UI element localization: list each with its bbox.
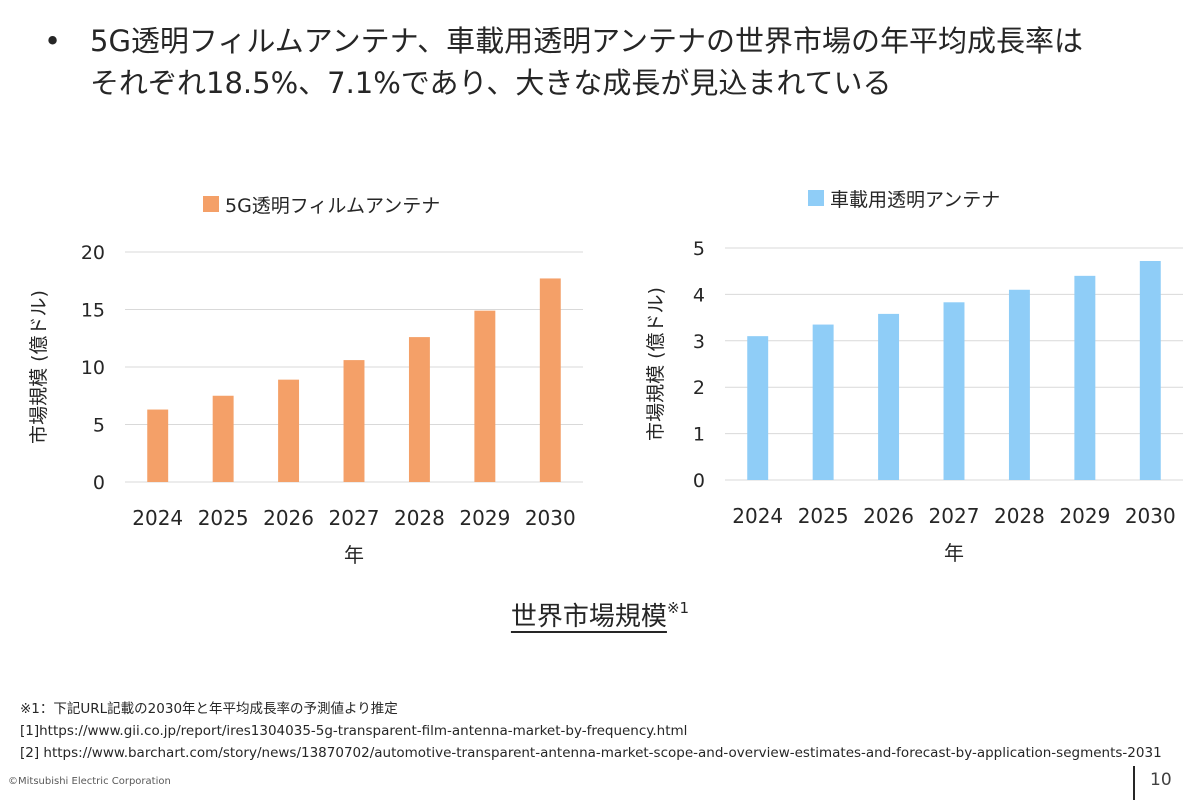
y-axis-title: 市場規模 (億ドル) bbox=[645, 287, 667, 441]
y-tick-label: 15 bbox=[81, 300, 105, 322]
copyright: ©Mitsubishi Electric Corporation bbox=[8, 776, 171, 787]
bar-2027 bbox=[343, 360, 365, 482]
footnote-note-1: ※1：下記URL記載の2030年と年平均成長率の予測値より推定 bbox=[20, 701, 398, 717]
y-tick-label: 2 bbox=[693, 377, 705, 399]
x-tick-label: 2029 bbox=[1059, 504, 1110, 528]
caption-text: 世界市場規模 bbox=[510, 602, 667, 632]
headline-line-2: それぞれ18.5%、7.1%であり、大きな成長が見込まれている bbox=[90, 66, 892, 100]
bullet: • bbox=[44, 24, 62, 58]
bar-2025 bbox=[212, 395, 234, 482]
bar-2026 bbox=[878, 313, 900, 480]
x-tick-label: 2029 bbox=[459, 506, 510, 530]
footnote-ref-1: [1]https://www.gii.co.jp/report/ires1304… bbox=[20, 723, 688, 739]
footnotes: ※1：下記URL記載の2030年と年平均成長率の予測値より推定 [1]https… bbox=[20, 698, 1162, 764]
x-tick-label: 2025 bbox=[198, 506, 249, 530]
legend-swatch bbox=[203, 196, 219, 212]
chart-5g-film-antenna: 0 5 10 15 20 2024 2025 2026 2027 2028 2029 2030 年 市場規… bbox=[20, 178, 600, 578]
bar-2028 bbox=[408, 337, 430, 482]
bar-2024 bbox=[747, 336, 769, 480]
x-tick-label: 2026 bbox=[863, 504, 914, 528]
y-tick-label: 0 bbox=[693, 470, 705, 492]
bar-2028 bbox=[1008, 289, 1030, 480]
y-tick-label: 1 bbox=[693, 424, 705, 446]
chart-5g-svg: 0 5 10 15 20 2024 2025 2026 2027 2028 2029 2030 年 市場規… bbox=[28, 195, 583, 567]
bar-2025 bbox=[812, 324, 834, 480]
y-tick-label: 3 bbox=[693, 331, 705, 353]
legend-label: 5G透明フィルムアンテナ bbox=[225, 195, 440, 217]
x-tick-label: 2027 bbox=[929, 504, 980, 528]
chart-vehicle-svg: 0 1 2 3 4 5 2024 2025 2026 2027 2028 2029 2030 年 市場規模 … bbox=[645, 189, 1183, 565]
footnote-ref-2: [2] https://www.barchart.com/story/news/… bbox=[20, 745, 1162, 761]
x-tick-label: 2024 bbox=[132, 506, 183, 530]
bar-2030 bbox=[1139, 260, 1161, 480]
y-tick-label: 10 bbox=[81, 357, 105, 379]
headline-line-1: 5G透明フィルムアンテナ、車載用透明アンテナの世界市場の年平均成長率は bbox=[90, 24, 1083, 58]
x-tick-label: 2030 bbox=[1125, 504, 1176, 528]
y-tick-label: 4 bbox=[693, 284, 705, 306]
chart-caption: 世界市場規模※1 bbox=[0, 596, 1200, 633]
bar-2027 bbox=[943, 302, 965, 480]
y-tick-label: 5 bbox=[693, 238, 705, 260]
y-tick-label: 20 bbox=[81, 242, 105, 264]
legend-label: 車載用透明アンテナ bbox=[830, 189, 1000, 211]
bar-2030 bbox=[539, 278, 561, 482]
bar-2029 bbox=[474, 310, 496, 482]
x-tick-label: 2028 bbox=[394, 506, 445, 530]
headline: • 5G透明フィルムアンテナ、車載用透明アンテナの世界市場の年平均成長率は それ… bbox=[44, 20, 1174, 104]
x-tick-label: 2026 bbox=[263, 506, 314, 530]
legend-swatch bbox=[808, 190, 824, 206]
x-tick-label: 2030 bbox=[525, 506, 576, 530]
y-tick-label: 5 bbox=[93, 415, 105, 437]
y-axis-title: 市場規模 (億ドル) bbox=[28, 290, 50, 444]
x-tick-label: 2028 bbox=[994, 504, 1045, 528]
x-axis-title: 年 bbox=[344, 543, 364, 567]
y-tick-label: 0 bbox=[93, 472, 105, 494]
x-tick-label: 2027 bbox=[329, 506, 380, 530]
x-axis-title: 年 bbox=[944, 541, 964, 565]
x-tick-label: 2025 bbox=[798, 504, 849, 528]
caption-note-ref: ※1 bbox=[666, 599, 690, 617]
chart-vehicle-antenna: 0 1 2 3 4 5 2024 2025 2026 2027 2028 2029 2030 年 市場規模 … bbox=[620, 178, 1200, 578]
bar-2029 bbox=[1074, 275, 1096, 480]
footer-divider bbox=[1133, 766, 1135, 800]
bar-2026 bbox=[278, 379, 300, 482]
bar-2024 bbox=[147, 409, 169, 482]
page-number: 10 bbox=[1150, 770, 1172, 790]
x-tick-label: 2024 bbox=[732, 504, 783, 528]
